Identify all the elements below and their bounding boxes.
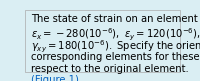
- Text: $\gamma_{xy} = 180(10^{-6}).$ Specify the orientation of the: $\gamma_{xy} = 180(10^{-6}).$ Specify th…: [31, 39, 200, 55]
- Text: The state of strain on an element has components: The state of strain on an element has co…: [31, 14, 200, 24]
- Text: corresponding elements for these states of strain with: corresponding elements for these states …: [31, 52, 200, 61]
- Text: respect to the original element.: respect to the original element.: [31, 64, 189, 74]
- Text: $\varepsilon_x = -280(10^{-6}),\ \varepsilon_y = 120(10^{-6}),$: $\varepsilon_x = -280(10^{-6}),\ \vareps…: [31, 27, 200, 43]
- Text: (Figure 1): (Figure 1): [31, 75, 79, 81]
